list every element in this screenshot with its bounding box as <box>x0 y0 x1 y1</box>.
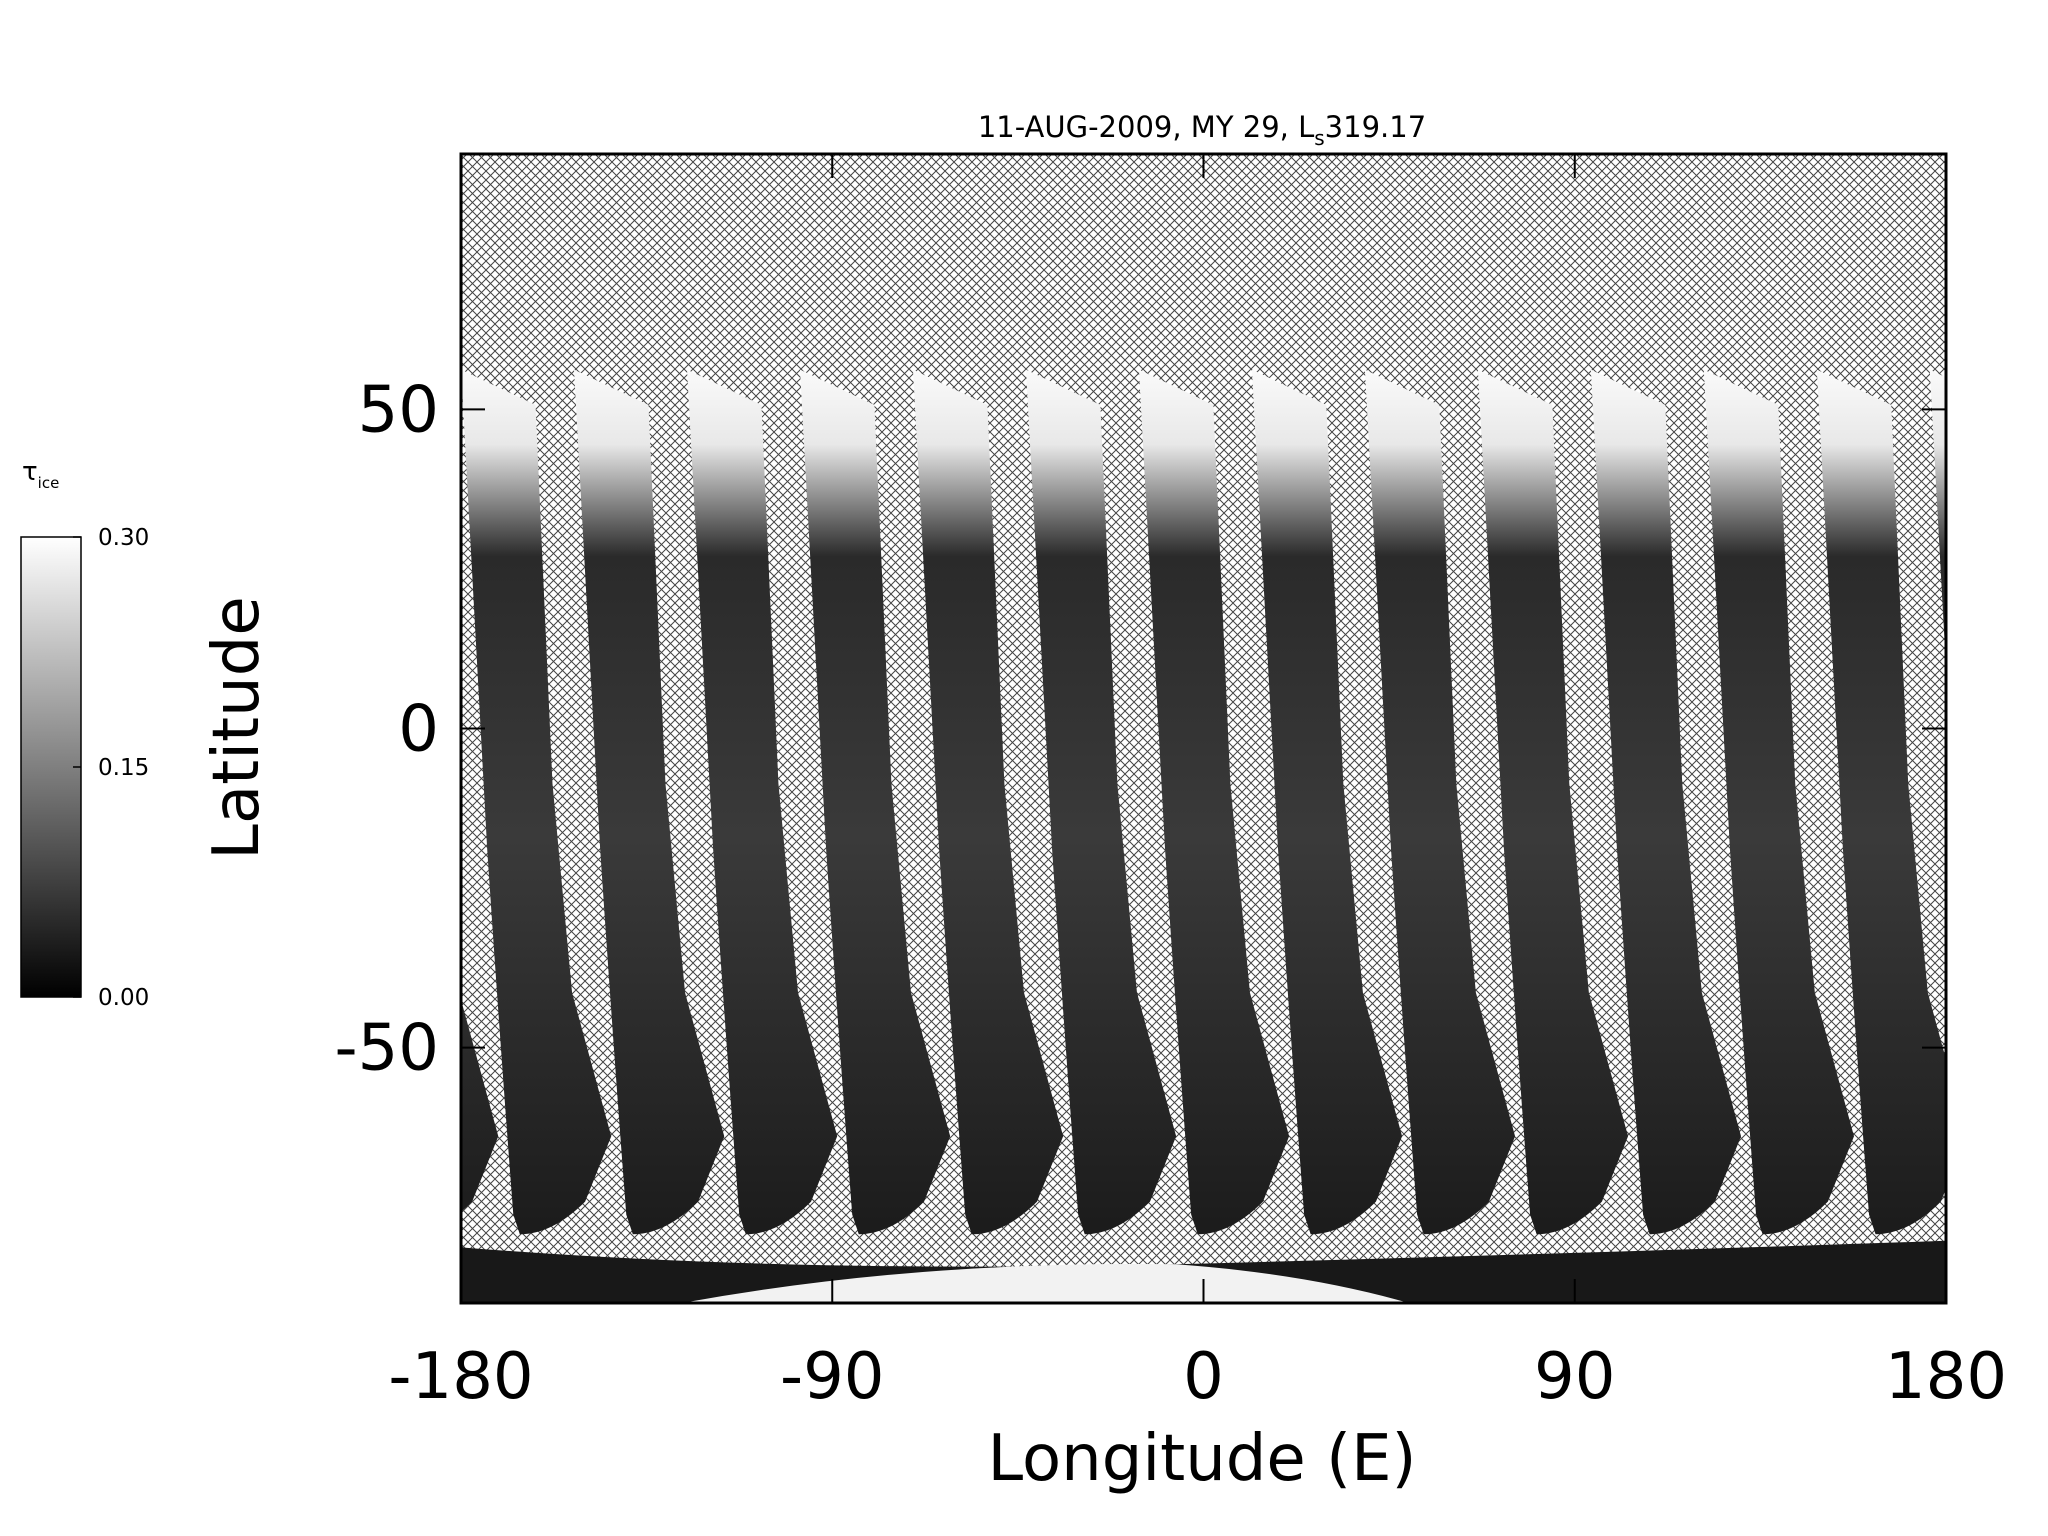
swath <box>574 369 725 1235</box>
colorbar-tick-label: 0.30 <box>98 525 149 551</box>
chart-title: 11-AUG-2009, MY 29, Ls319.17 <box>978 110 1426 150</box>
title-value: 319.17 <box>1325 110 1426 144</box>
x-tick-label: 180 <box>1885 1340 2007 1414</box>
swath <box>1590 369 1742 1235</box>
swath <box>1025 369 1177 1235</box>
swath <box>461 999 499 1212</box>
swath-group <box>461 369 1946 1303</box>
x-tick-label: -180 <box>388 1340 533 1414</box>
colorbar-tick-label: 0.00 <box>98 985 149 1011</box>
swath <box>1251 369 1403 1235</box>
x-tick-label: -90 <box>780 1340 885 1414</box>
swath <box>1477 369 1629 1235</box>
colorbar-tick-label: 0.15 <box>98 755 149 781</box>
swath <box>461 369 612 1235</box>
y-tick-label: 50 <box>358 373 439 447</box>
polar-cap <box>681 1263 1409 1303</box>
swath <box>799 369 951 1235</box>
swath <box>687 369 838 1235</box>
colorbar-label-text: τ <box>22 457 38 487</box>
swath <box>1703 369 1855 1235</box>
colorbar <box>20 536 82 998</box>
swath <box>1364 369 1516 1235</box>
plot-area <box>459 152 1948 1305</box>
swaths <box>461 369 1946 1303</box>
colorbar-label: τice <box>22 457 59 492</box>
x-tick-label: 90 <box>1534 1340 1615 1414</box>
y-axis-label: Latitude <box>200 596 274 859</box>
x-tick-label: 0 <box>1183 1340 1224 1414</box>
swath <box>912 369 1064 1235</box>
colorbar-label-subscript: ice <box>38 474 60 492</box>
y-tick-label: -50 <box>334 1012 439 1086</box>
x-axis-label: Longitude (E) <box>987 1422 1416 1496</box>
title-subscript: s <box>1314 126 1324 150</box>
swath <box>1929 369 1946 668</box>
swath <box>1816 369 1946 1235</box>
y-tick-label: 0 <box>398 693 439 767</box>
title-text: 11-AUG-2009, MY 29, L <box>978 110 1314 144</box>
swath <box>1138 369 1290 1235</box>
